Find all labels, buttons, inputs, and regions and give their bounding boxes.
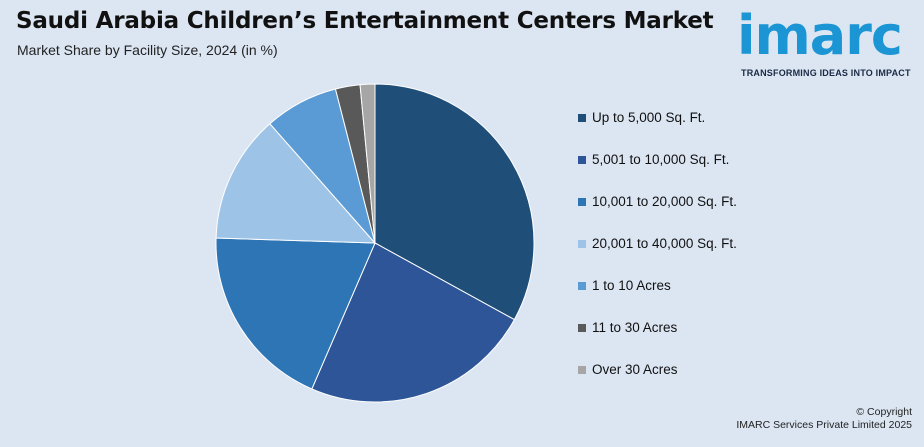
legend-item: 1 to 10 Acres [578, 278, 737, 320]
chart-legend: Up to 5,000 Sq. Ft. 5,001 to 10,000 Sq. F… [578, 110, 737, 404]
pie-slice-3 [215, 237, 376, 390]
legend-item: 5,001 to 10,000 Sq. Ft. [578, 152, 737, 194]
imarc-logo: imarc TRANSFORMING IDEAS INTO IMPACT [737, 6, 917, 86]
legend-item: Over 30 Acres [578, 362, 737, 404]
logo-wordmark: imarc [737, 4, 903, 67]
chart-title: Saudi Arabia Children’s Entertainment Ce… [16, 8, 714, 34]
legend-swatch [578, 114, 586, 122]
pie-slice-7 [359, 83, 376, 244]
chart-subtitle: Market Share by Facility Size, 2024 (in … [17, 42, 278, 58]
legend-swatch [578, 198, 586, 206]
legend-label: 5,001 to 10,000 Sq. Ft. [592, 152, 730, 167]
legend-item: 11 to 30 Acres [578, 320, 737, 362]
logo-tagline: TRANSFORMING IDEAS INTO IMPACT [741, 68, 911, 78]
copyright-company: IMARC Services Private Limited 2025 [736, 419, 912, 431]
legend-label: 1 to 10 Acres [592, 278, 671, 293]
legend-swatch [578, 240, 586, 248]
pie-slice-1 [374, 83, 535, 321]
legend-swatch [578, 156, 586, 164]
pie-slice-2 [311, 242, 516, 403]
legend-label: 11 to 30 Acres [592, 320, 678, 335]
legend-label: 20,001 to 40,000 Sq. Ft. [592, 236, 737, 251]
legend-label: 10,001 to 20,000 Sq. Ft. [592, 194, 737, 209]
legend-label: Up to 5,000 Sq. Ft. [592, 110, 706, 125]
legend-item: Up to 5,000 Sq. Ft. [578, 110, 737, 152]
legend-swatch [578, 366, 586, 374]
legend-label: Over 30 Acres [592, 362, 678, 377]
legend-item: 20,001 to 40,000 Sq. Ft. [578, 236, 737, 278]
copyright-notice: © Copyright IMARC Services Private Limit… [736, 406, 912, 432]
pie-slice-4 [215, 123, 377, 244]
legend-item: 10,001 to 20,000 Sq. Ft. [578, 194, 737, 236]
copyright-line: © Copyright [856, 406, 912, 418]
legend-swatch [578, 282, 586, 290]
legend-swatch [578, 324, 586, 332]
